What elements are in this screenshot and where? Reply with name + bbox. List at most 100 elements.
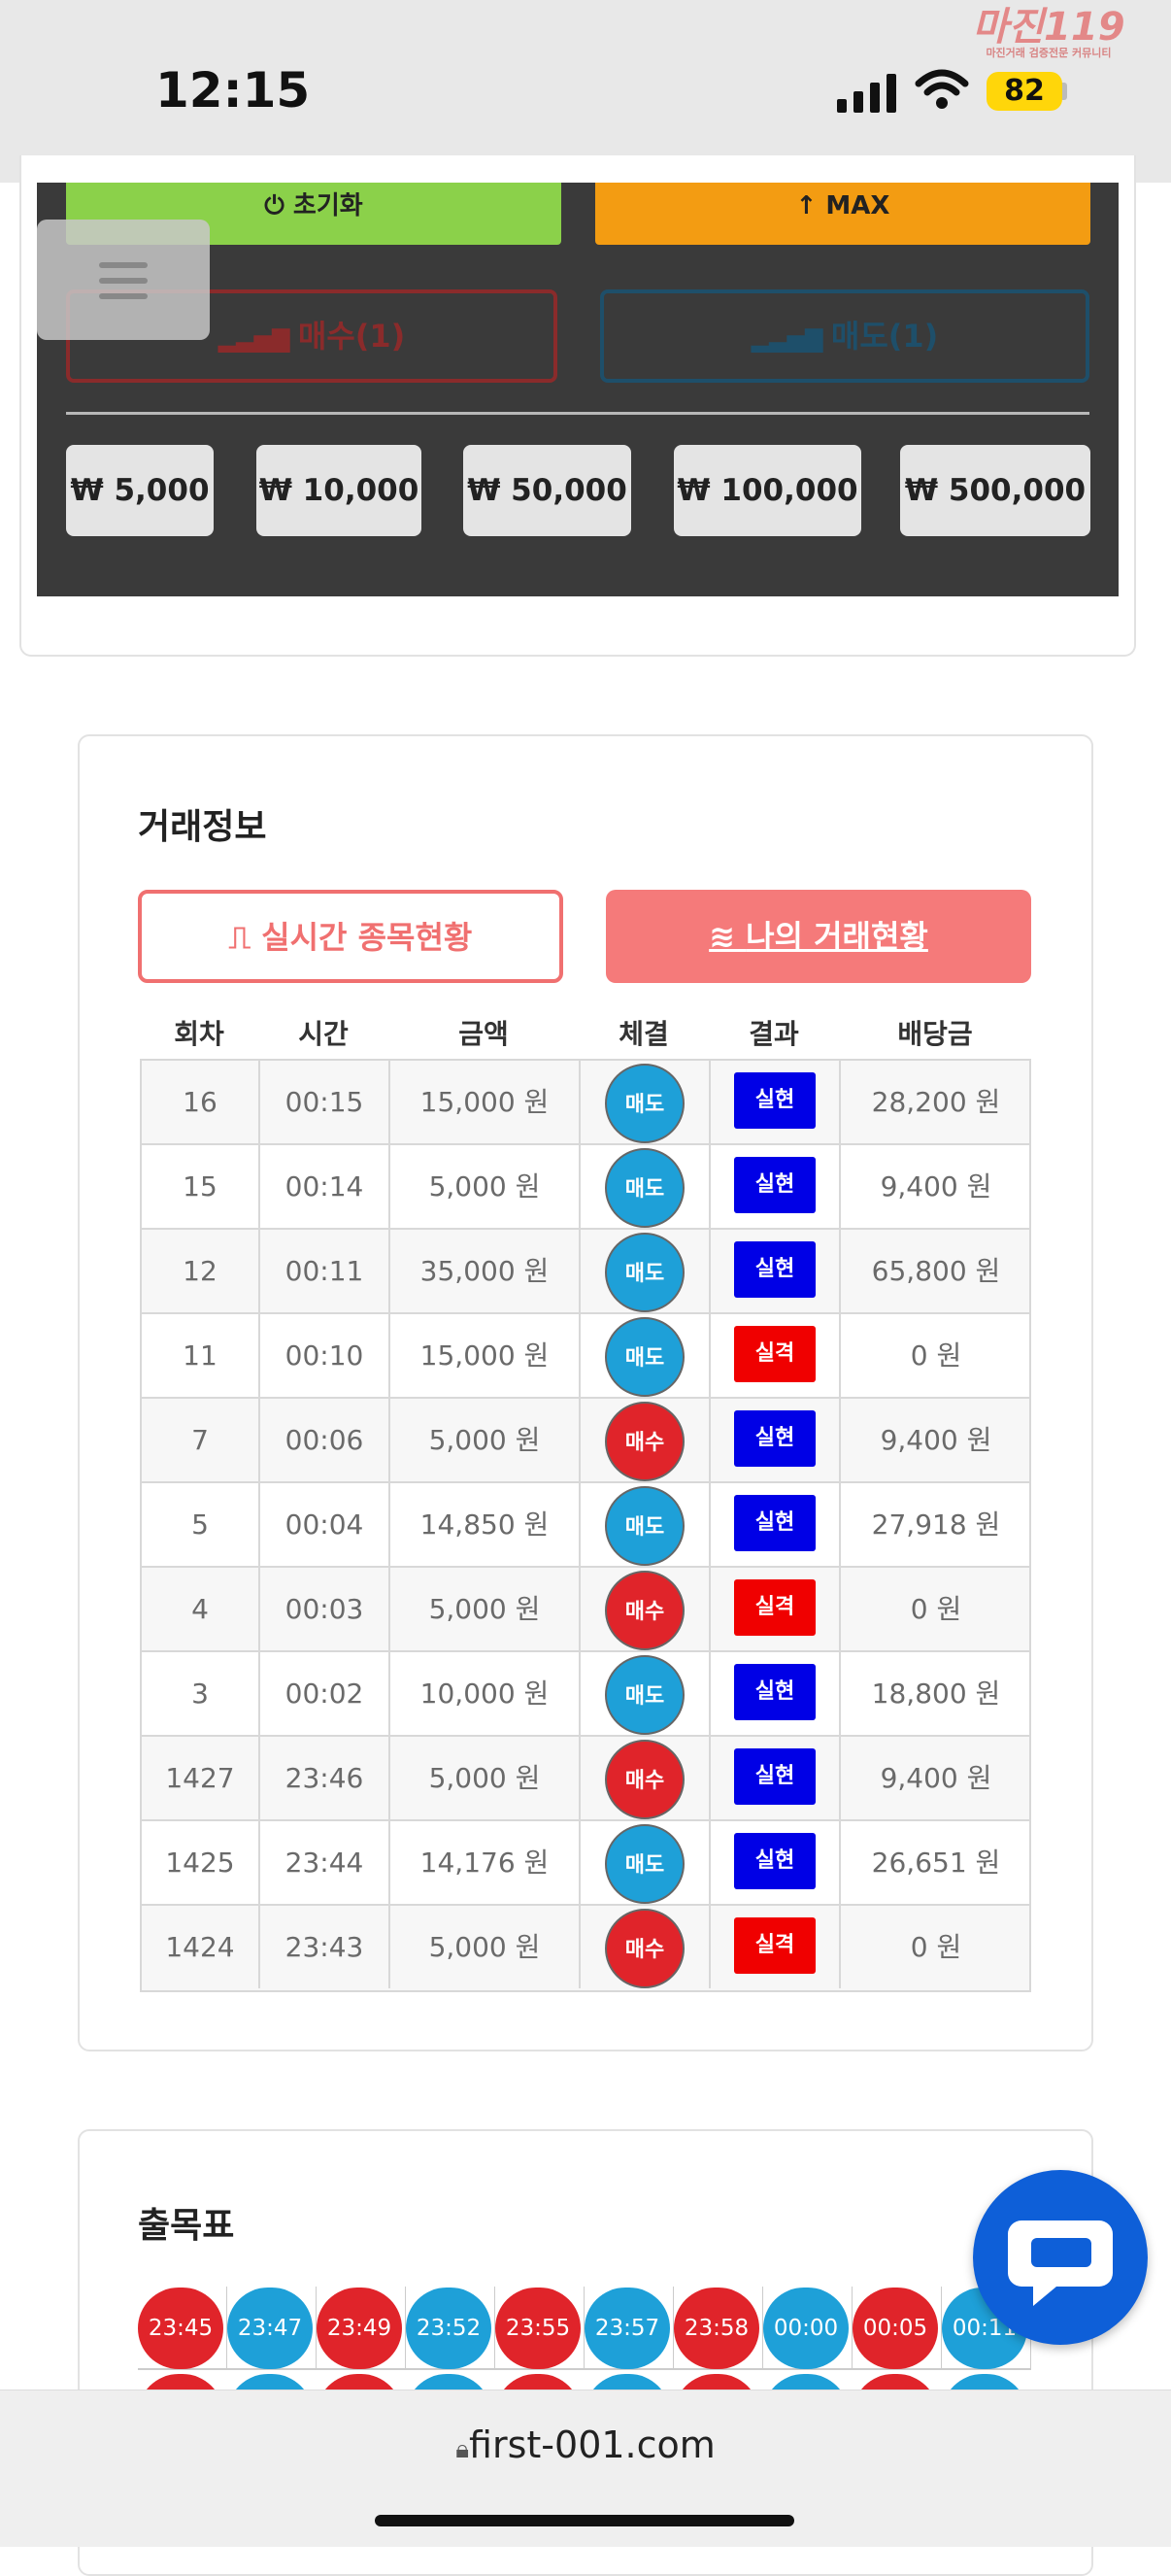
cell-result: 실현 — [711, 1145, 841, 1228]
battery-indicator: 82 — [987, 72, 1062, 111]
realized-badge: 실현 — [734, 1664, 816, 1720]
cell-time: 00:06 — [260, 1399, 390, 1481]
menu-icon-line — [99, 262, 148, 268]
cell-amount: 15,000 원 — [390, 1061, 581, 1143]
amount-button-50000[interactable]: ₩ 50,000 — [463, 445, 631, 536]
cell-result: 실격 — [711, 1568, 841, 1650]
schedule-dot: 23:45 — [138, 2288, 223, 2369]
cell-side: 매도 — [581, 1821, 711, 1904]
pulse-icon: ⎍ — [228, 919, 262, 956]
battery-tip — [1062, 83, 1067, 100]
realized-badge: 실현 — [734, 1157, 816, 1213]
amount-button-100000[interactable]: ₩ 100,000 — [674, 445, 861, 536]
cell-time: 00:10 — [260, 1314, 390, 1397]
max-button[interactable]: ↑ MAX — [595, 183, 1090, 245]
cell-round: 3 — [142, 1652, 260, 1735]
logo-text: 마진119 — [972, 5, 1125, 50]
cell-result: 실현 — [711, 1821, 841, 1904]
column-header-time: 시간 — [298, 1018, 349, 1050]
cell-result: 실현 — [711, 1483, 841, 1566]
schedule-cell: 23:49 — [317, 2287, 406, 2370]
cell-time: 23:46 — [260, 1737, 390, 1819]
wifi-icon — [915, 69, 969, 109]
tab-realtime-status[interactable]: ⎍ 실시간 종목현황 — [138, 890, 563, 983]
amount-button-10000[interactable]: ₩ 10,000 — [256, 445, 421, 536]
cell-time: 00:14 — [260, 1145, 390, 1228]
cell-time: 00:11 — [260, 1230, 390, 1312]
schedule-cell: 23:58 — [674, 2287, 763, 2370]
sell-badge: 매도 — [605, 1486, 685, 1566]
schedule-dot: 23:55 — [495, 2288, 581, 2369]
table-row: 16 00:15 15,000 원 매도 실현 28,200 원 — [142, 1061, 1029, 1145]
buy-badge: 매수 — [605, 1402, 685, 1481]
cell-round: 1425 — [142, 1821, 260, 1904]
schedule-cell: 23:55 — [495, 2287, 585, 2370]
buy-badge: 매수 — [605, 1909, 685, 1988]
schedule-dot: 23:49 — [317, 2288, 402, 2369]
table-row: 7 00:06 5,000 원 매수 실현 9,400 원 — [142, 1399, 1029, 1483]
url-field[interactable]: 🔒︎first-001.com — [0, 2423, 1171, 2466]
failed-badge: 실격 — [734, 1917, 816, 1974]
realized-badge: 실현 — [734, 1748, 816, 1805]
sell-button[interactable]: ▂▃▅▇ 매도(1) — [600, 289, 1089, 383]
schedule-dot: 23:58 — [674, 2288, 759, 2369]
cell-result: 실현 — [711, 1230, 841, 1312]
trade-info-card — [78, 734, 1093, 2051]
cell-amount: 35,000 원 — [390, 1230, 581, 1312]
cell-side: 매도 — [581, 1314, 711, 1397]
cell-payout: 18,800 원 — [871, 1678, 1001, 1710]
status-bar: 12:15 82 마진119 마진거래 검증전문 커뮤니티 — [0, 0, 1171, 183]
sell-badge: 매도 — [605, 1233, 685, 1312]
cell-side: 매도 — [581, 1483, 711, 1566]
cell-payout: 27,918 원 — [871, 1508, 1001, 1541]
realized-badge: 실현 — [734, 1410, 816, 1467]
table-row: 15 00:14 5,000 원 매도 실현 9,400 원 — [142, 1145, 1029, 1230]
panel-divider — [66, 412, 1089, 415]
schedule-dot: 23:47 — [227, 2288, 313, 2369]
sell-badge: 매도 — [605, 1824, 685, 1904]
cell-payout: 0 원 — [910, 1339, 962, 1372]
table-row: 1427 23:46 5,000 원 매수 실현 9,400 원 — [142, 1737, 1029, 1821]
hamburger-menu-button[interactable] — [37, 220, 210, 340]
arrow-up-icon: ↑ — [795, 191, 826, 220]
cell-time: 00:15 — [260, 1061, 390, 1143]
cell-time: 23:43 — [260, 1906, 390, 1988]
cell-round: 11 — [142, 1314, 260, 1397]
cell-payout: 9,400 원 — [880, 1170, 992, 1203]
tab-my-trades[interactable]: ≋ 나의 거래현황 — [606, 890, 1031, 983]
amount-button-500000[interactable]: ₩ 500,000 — [900, 445, 1090, 536]
tab-realtime-label: 실시간 종목현황 — [261, 919, 473, 956]
cell-round: 4 — [142, 1568, 260, 1650]
schedule-cell: 23:45 — [138, 2287, 227, 2370]
column-header-round: 회차 — [174, 1018, 224, 1050]
reset-button[interactable]: ⏻ 초기화 — [66, 183, 561, 245]
cell-result: 실현 — [711, 1737, 841, 1819]
sell-badge: 매도 — [605, 1655, 685, 1735]
home-indicator[interactable] — [375, 2515, 794, 2526]
column-header-payout: 배당금 — [897, 1018, 973, 1050]
cell-round: 1424 — [142, 1906, 260, 1988]
browser-address-bar[interactable]: 🔒︎first-001.com — [0, 2390, 1171, 2547]
cell-time: 23:44 — [260, 1821, 390, 1904]
cell-round: 1427 — [142, 1737, 260, 1819]
buy-label: 매수(1) — [297, 318, 406, 355]
cell-time: 00:04 — [260, 1483, 390, 1566]
cell-side: 매수 — [581, 1737, 711, 1819]
cell-result: 실현 — [711, 1399, 841, 1481]
sell-badge: 매도 — [605, 1317, 685, 1397]
lock-icon: 🔒︎ — [455, 2435, 470, 2464]
amount-button-5000[interactable]: ₩ 5,000 — [66, 445, 214, 536]
cell-round: 5 — [142, 1483, 260, 1566]
cell-payout: 28,200 원 — [871, 1086, 1001, 1118]
schedule-cell: 23:47 — [227, 2287, 317, 2370]
buy-button[interactable]: ▂▃▅▇ 매수(1) — [66, 289, 557, 383]
clock: 12:15 — [155, 62, 311, 119]
site-logo: 마진119 마진거래 검증전문 커뮤니티 — [934, 8, 1163, 64]
chat-button[interactable] — [973, 2170, 1148, 2345]
realized-badge: 실현 — [734, 1241, 816, 1298]
signal-bars-icon: ▂▃▅▇ — [217, 325, 298, 353]
failed-badge: 실격 — [734, 1326, 816, 1382]
trade-table-header: 회차 시간 금액 체결 결과 배당금 — [140, 1010, 1031, 1059]
cell-amount: 10,000 원 — [390, 1652, 581, 1735]
column-header-result: 결과 — [749, 1018, 799, 1050]
